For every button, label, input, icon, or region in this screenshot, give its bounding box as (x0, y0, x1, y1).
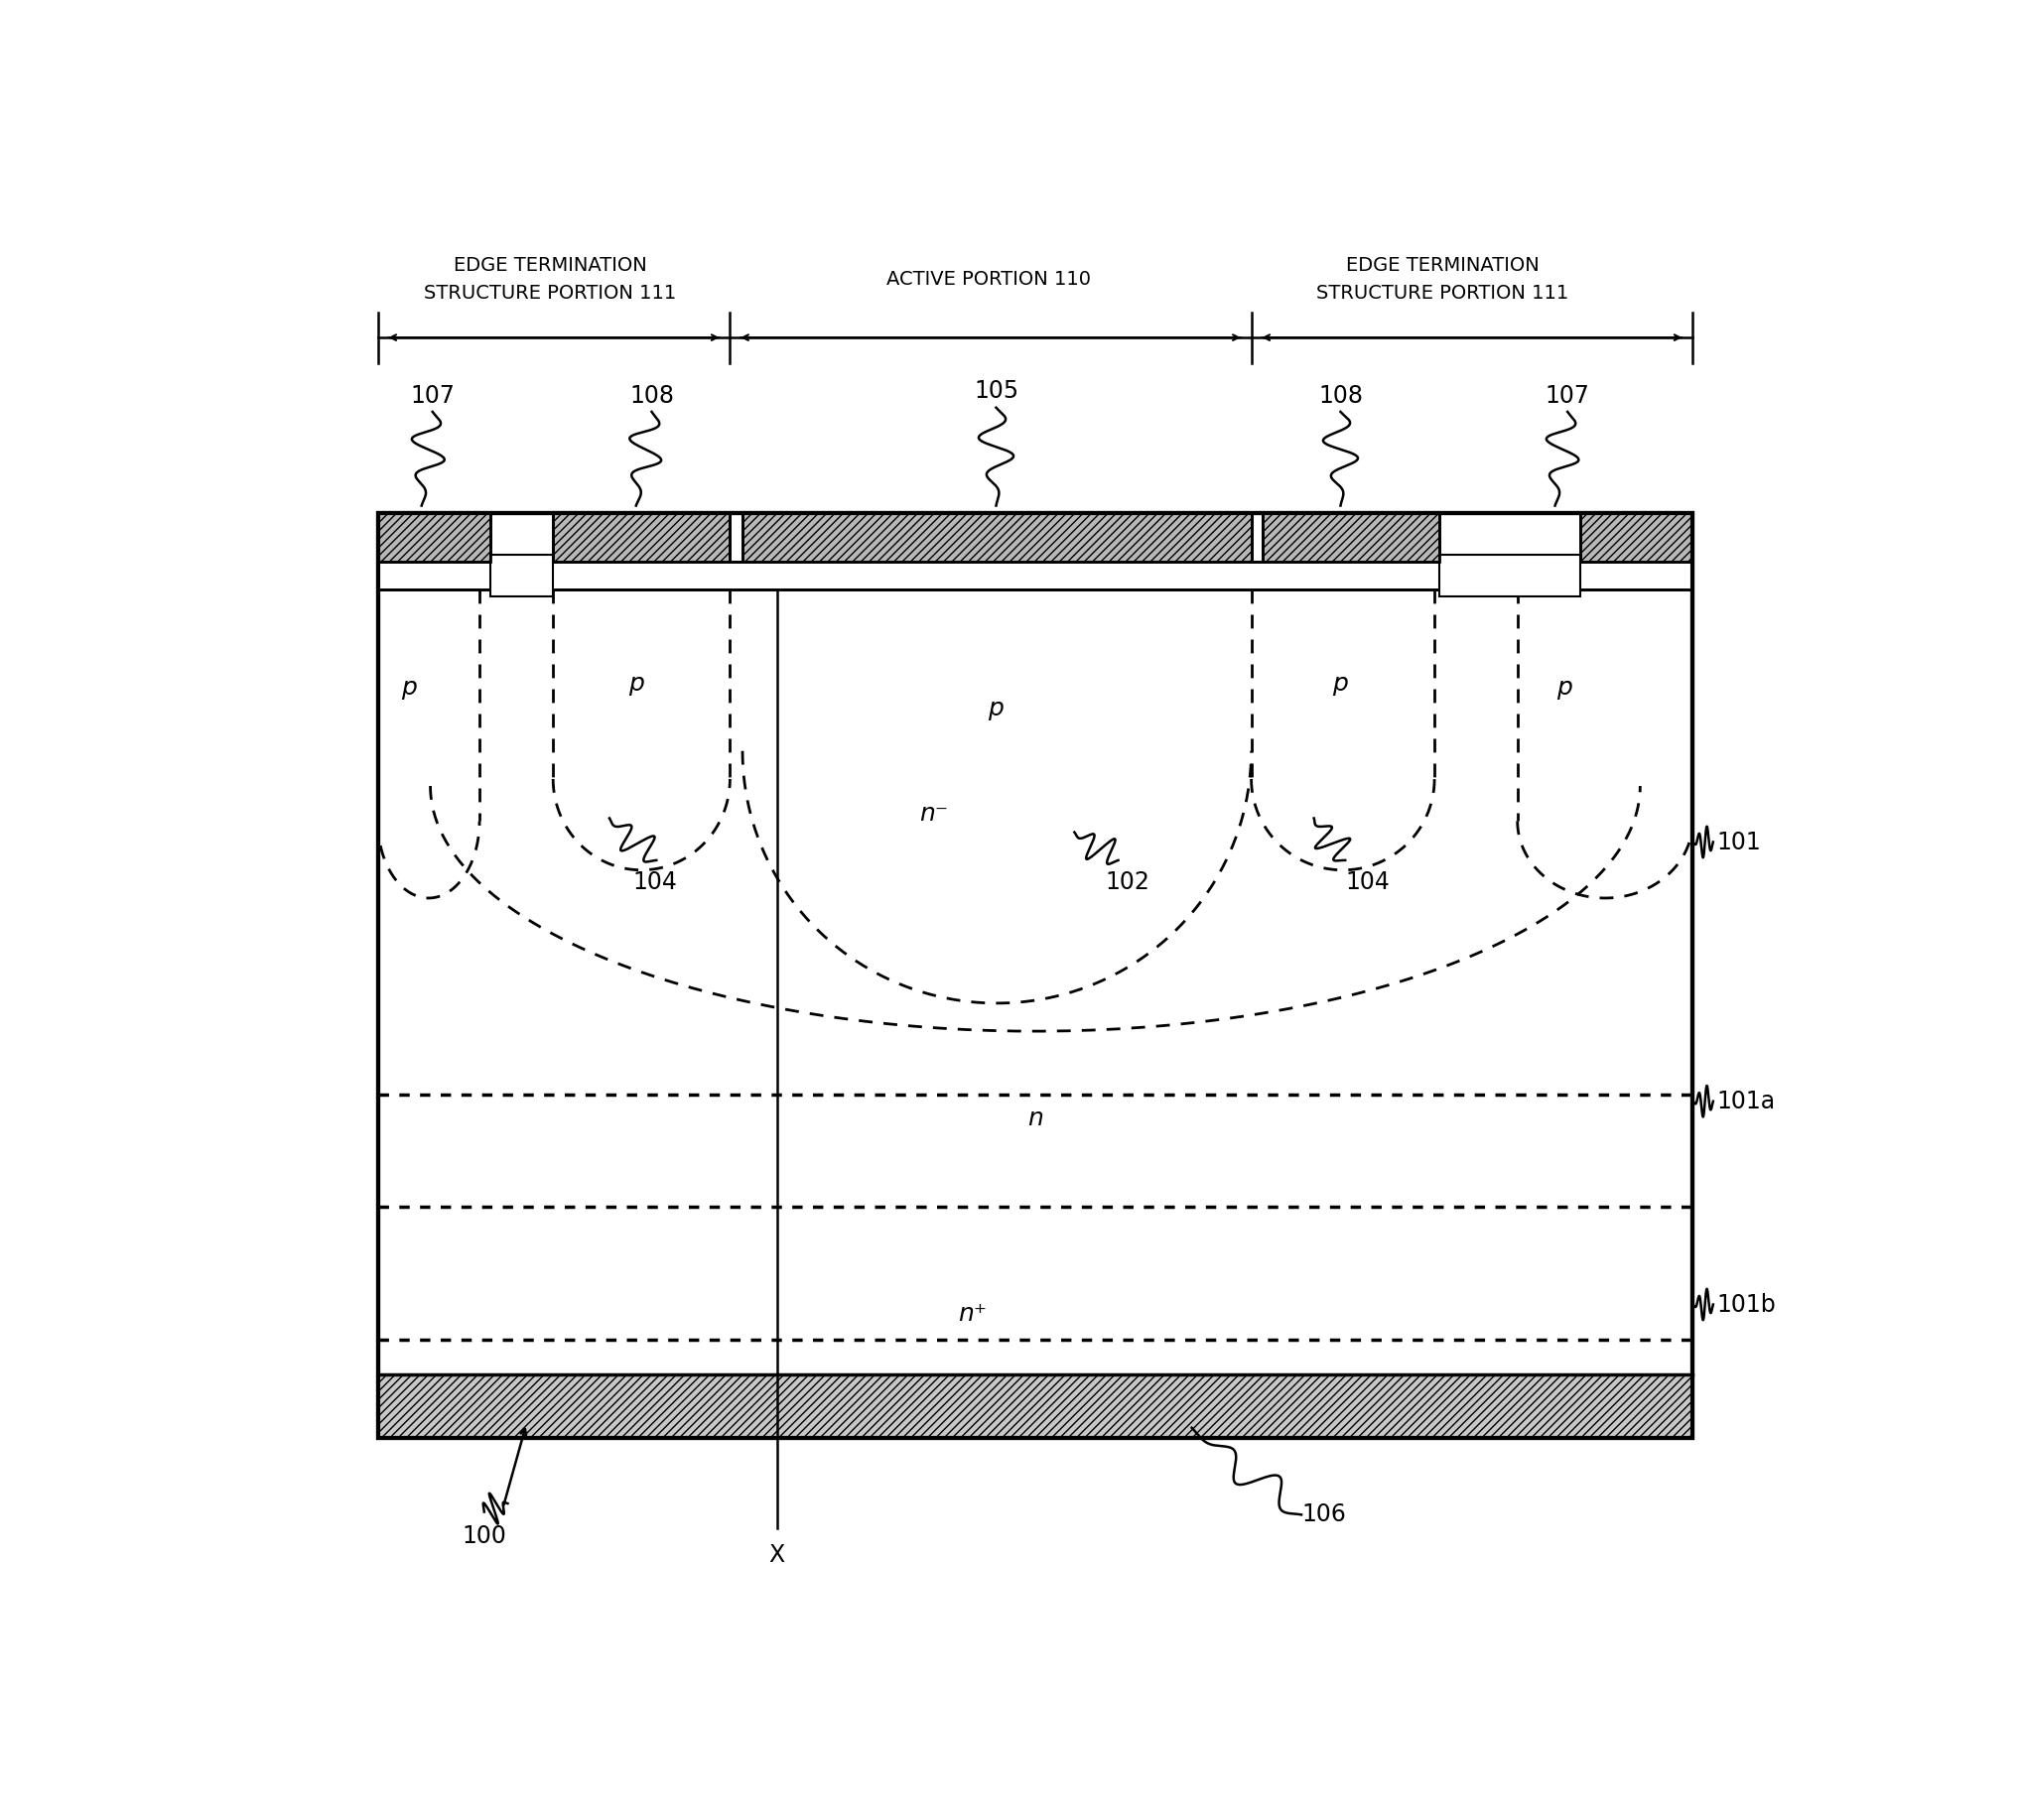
Text: 105: 105 (974, 380, 1018, 404)
Text: X: X (770, 1543, 786, 1567)
Text: STRUCTURE PORTION 111: STRUCTURE PORTION 111 (424, 284, 677, 302)
Text: 107: 107 (410, 384, 454, 408)
Bar (553, 513, 729, 562)
Bar (378, 562, 1693, 590)
Text: 104: 104 (632, 870, 677, 894)
Text: p: p (988, 697, 1004, 721)
Text: 101: 101 (1717, 830, 1761, 854)
Bar (378, 513, 1693, 1438)
Text: 101a: 101a (1717, 1090, 1776, 1114)
Bar (1438, 555, 1580, 597)
Text: n⁺: n⁺ (957, 1303, 988, 1327)
Text: STRUCTURE PORTION 111: STRUCTURE PORTION 111 (1317, 284, 1568, 302)
Text: ACTIVE PORTION 110: ACTIVE PORTION 110 (887, 269, 1091, 288)
Text: EDGE TERMINATION: EDGE TERMINATION (1345, 255, 1539, 275)
Text: p: p (402, 675, 416, 699)
Text: X': X' (784, 557, 808, 581)
Text: 101b: 101b (1717, 1292, 1776, 1316)
Bar (378, 513, 1693, 1438)
Bar (553, 513, 729, 562)
Bar (1580, 513, 1693, 562)
Text: 104: 104 (1345, 870, 1390, 894)
Text: n⁻: n⁻ (919, 803, 947, 826)
Text: 108: 108 (1319, 384, 1364, 408)
Text: p: p (1557, 675, 1572, 699)
Text: 100: 100 (463, 1525, 507, 1549)
Bar (378, 1374, 1693, 1438)
Bar (378, 513, 491, 562)
Bar (1262, 513, 1438, 562)
Bar (1580, 513, 1693, 562)
Bar (1262, 513, 1438, 562)
Text: EDGE TERMINATION: EDGE TERMINATION (452, 255, 646, 275)
Text: p: p (1333, 672, 1349, 695)
Bar (491, 555, 553, 597)
Bar (743, 513, 1250, 562)
Text: 102: 102 (1105, 870, 1149, 894)
Text: n: n (1028, 1107, 1042, 1130)
Text: 106: 106 (1301, 1503, 1345, 1527)
Text: p: p (628, 672, 644, 695)
Bar (743, 513, 1250, 562)
Bar (378, 513, 491, 562)
Text: 107: 107 (1545, 384, 1590, 408)
Text: 108: 108 (630, 384, 675, 408)
